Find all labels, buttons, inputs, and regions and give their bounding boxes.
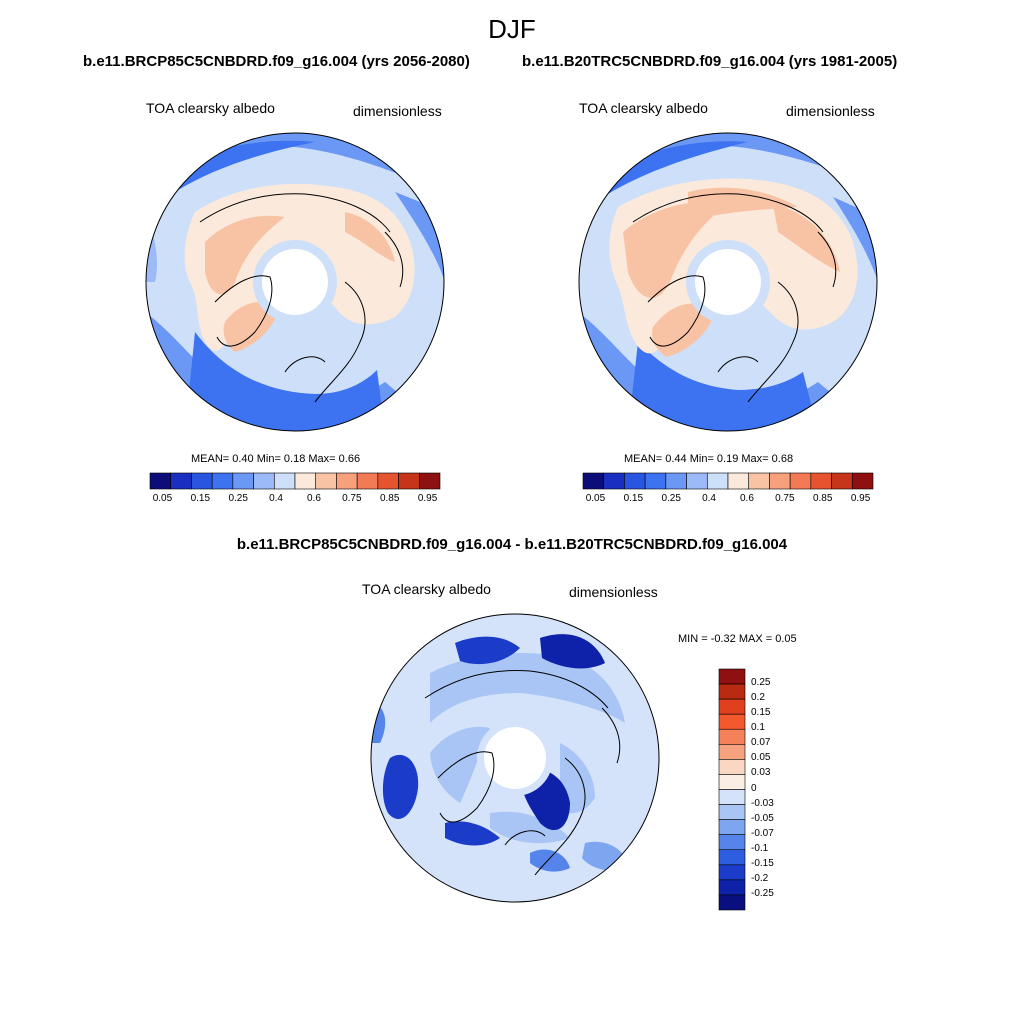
colorbar-swatch	[727, 472, 750, 490]
colorbar-tick-label: 0.03	[751, 767, 771, 779]
colorbar-swatch	[377, 472, 399, 490]
colorbar-tick-label: 0.07	[751, 737, 771, 749]
diff-stats: MIN = -0.32 MAX = 0.05	[678, 633, 797, 645]
right-colorbar-ticks: 0.05 0.15 0.25 0.4 0.6 0.75 0.85 0.95	[583, 493, 873, 507]
colorbar-tick-label: 0.95	[417, 493, 438, 504]
colorbar-swatch	[718, 804, 746, 820]
colorbar-swatch	[748, 472, 770, 490]
colorbar-tick-label: 0.75	[775, 493, 795, 504]
colorbar-swatch	[831, 472, 853, 490]
colorbar-tick-label: 0.1	[751, 722, 765, 734]
left-case-title: b.e11.BRCP85C5CNBDRD.f09_g16.004 (yrs 20…	[83, 53, 470, 70]
diff-variable-label: TOA clearsky albedo	[362, 581, 491, 597]
colorbar-swatch	[718, 864, 746, 881]
colorbar-swatch	[170, 472, 192, 490]
colorbar-swatch	[718, 894, 746, 911]
right-units-label: dimensionless	[786, 103, 875, 119]
colorbar-swatch	[718, 819, 746, 835]
colorbar-tick-label: 0.15	[190, 493, 211, 504]
colorbar-swatch	[149, 472, 172, 490]
left-colorbar	[149, 472, 441, 490]
colorbar-tick-label: -0.07	[751, 827, 774, 839]
right-colorbar	[582, 472, 874, 490]
colorbar-tick-label: 0.15	[623, 493, 644, 504]
colorbar-swatch	[810, 472, 832, 490]
left-variable-label: TOA clearsky albedo	[146, 100, 275, 116]
colorbar-swatch	[644, 472, 667, 490]
colorbar-swatch	[789, 472, 812, 490]
colorbar-tick-label: 0.25	[661, 493, 681, 504]
colorbar-swatch	[718, 789, 746, 805]
right-polar-map	[578, 132, 878, 432]
colorbar-tick-label: -0.1	[751, 842, 769, 854]
colorbar-swatch	[718, 834, 746, 851]
colorbar-swatch	[718, 698, 746, 715]
left-polar-map	[145, 132, 445, 432]
colorbar-swatch	[718, 683, 746, 700]
colorbar-swatch	[686, 472, 708, 490]
right-stats: MEAN= 0.44 Min= 0.19 Max= 0.68	[624, 453, 794, 465]
colorbar-tick-label: 0.2	[751, 692, 765, 704]
colorbar-swatch	[356, 472, 379, 490]
colorbar-swatch	[718, 879, 746, 896]
colorbar-swatch	[191, 472, 213, 490]
figure-title: DJF	[488, 14, 536, 44]
colorbar-swatch	[398, 472, 420, 490]
colorbar-tick-label: 0.15	[751, 707, 771, 719]
left-stats: MEAN= 0.40 Min= 0.18 Max= 0.66	[191, 453, 361, 465]
colorbar-tick-label: -0.15	[751, 857, 774, 869]
colorbar-tick-label: 0.4	[269, 493, 283, 504]
colorbar-tick-label: 0.05	[751, 752, 771, 764]
colorbar-tick-label: 0.75	[342, 493, 362, 504]
colorbar-swatch	[851, 472, 874, 490]
colorbar-tick-label: 0.05	[152, 493, 173, 504]
difference-colorbar-ticks: 0.25 0.2 0.15 0.1 0.07 0.05 0.03 0 -0.03 -0.05 -0.…	[751, 669, 791, 910]
colorbar-tick-label: 0.25	[751, 677, 771, 689]
colorbar-swatch	[718, 728, 746, 745]
difference-polar-map	[370, 613, 660, 903]
colorbar-tick-label: -0.25	[751, 887, 774, 899]
colorbar-swatch	[718, 668, 746, 685]
colorbar-swatch	[769, 472, 791, 490]
colorbar-tick-label: -0.05	[751, 812, 774, 824]
colorbar-swatch	[315, 472, 337, 490]
colorbar-swatch	[294, 472, 317, 490]
colorbar-tick-label: 0.4	[702, 493, 716, 504]
colorbar-tick-label: 0.95	[850, 493, 871, 504]
colorbar-swatch	[273, 472, 296, 490]
colorbar-swatch	[336, 472, 358, 490]
right-case-title: b.e11.B20TRC5CNBDRD.f09_g16.004 (yrs 198…	[522, 53, 898, 70]
colorbar-swatch	[718, 759, 746, 775]
difference-title: b.e11.BRCP85C5CNBDRD.f09_g16.004 - b.e11…	[236, 536, 788, 553]
left-colorbar-ticks: 0.05 0.15 0.25 0.4 0.6 0.75 0.85 0.95	[150, 493, 440, 507]
colorbar-tick-label: 0.25	[228, 493, 248, 504]
diff-units-label: dimensionless	[569, 584, 658, 600]
left-units-label: dimensionless	[353, 103, 442, 119]
colorbar-swatch	[665, 472, 687, 490]
colorbar-tick-label: 0.6	[739, 493, 754, 504]
colorbar-tick-label: 0.6	[306, 493, 321, 504]
colorbar-swatch	[253, 472, 275, 490]
colorbar-tick-label: -0.2	[751, 872, 769, 884]
colorbar-tick-label: 0.85	[379, 493, 400, 504]
colorbar-tick-label: 0.85	[812, 493, 833, 504]
right-variable-label: TOA clearsky albedo	[579, 100, 708, 116]
colorbar-tick-label: -0.03	[751, 797, 774, 809]
colorbar-swatch	[603, 472, 625, 490]
colorbar-swatch	[718, 713, 746, 730]
colorbar-tick-label: 0	[751, 782, 757, 794]
difference-colorbar	[718, 668, 746, 911]
colorbar-swatch	[624, 472, 646, 490]
colorbar-swatch	[582, 472, 605, 490]
colorbar-tick-label: 0.05	[585, 493, 606, 504]
colorbar-swatch	[418, 472, 441, 490]
colorbar-swatch	[232, 472, 254, 490]
colorbar-swatch	[706, 472, 729, 490]
colorbar-swatch	[718, 744, 746, 760]
colorbar-swatch	[211, 472, 234, 490]
colorbar-swatch	[718, 849, 746, 866]
colorbar-swatch	[718, 774, 746, 790]
